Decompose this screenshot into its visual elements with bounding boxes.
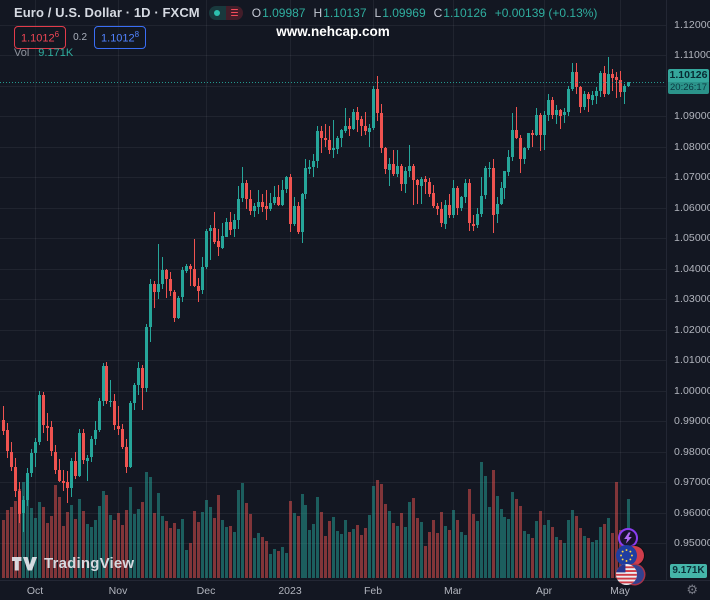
price-axis-label: 1.03000	[674, 293, 710, 305]
price-axis-label: 0.95000	[674, 537, 710, 549]
time-axis-label: 2023	[278, 585, 302, 597]
price-axis-label: 0.98000	[674, 446, 710, 458]
chart-legend: Euro / U.S. Dollar · 1D · FXCM O 1.09987 …	[14, 5, 597, 20]
price-axis-label: 1.07000	[674, 171, 710, 183]
tradingview-logo[interactable]: TradingView	[12, 555, 134, 572]
symbol-title[interactable]: Euro / U.S. Dollar · 1D · FXCM	[14, 5, 200, 20]
volume-label: Vol	[14, 47, 30, 59]
spread-value: 0.2	[73, 31, 88, 43]
market-status-toggle[interactable]	[208, 5, 243, 20]
price-axis-label: 1.11000	[674, 49, 710, 61]
eu-flag-icon	[616, 545, 637, 566]
market-open-dot-icon	[208, 5, 226, 20]
tradingview-mark-icon	[12, 556, 37, 570]
last-price-value: 1.10126	[668, 69, 709, 82]
price-axis-label: 1.08000	[674, 141, 710, 153]
time-axis-label: Feb	[363, 585, 383, 597]
close-value: 1.10126	[443, 5, 487, 20]
price-axis-label: 1.05000	[674, 232, 710, 244]
time-axis-label: Mar	[443, 585, 463, 597]
close-label: C	[433, 5, 443, 20]
price-axis-label: 0.99000	[674, 415, 710, 427]
price-axis-label: 0.97000	[674, 476, 710, 488]
time-axis-label: Oct	[26, 585, 44, 597]
price-axis-label: 1.00000	[674, 385, 710, 397]
watermark: www.nehcap.com	[276, 24, 390, 39]
price-axis-label: 1.12000	[674, 19, 710, 31]
open-value: 1.09987	[262, 5, 306, 20]
low-label: L	[374, 5, 382, 20]
price-axis-label: 1.06000	[674, 202, 710, 214]
price-axis-label: 1.02000	[674, 324, 710, 336]
eur-flag-button[interactable]	[616, 545, 646, 566]
open-label: O	[251, 5, 262, 20]
bar-countdown: 20:26:17	[668, 82, 709, 94]
price-axis[interactable]: 1.10126 20:26:17 9.171K 1.12000 1.11000 1.…	[666, 0, 710, 580]
high-value: 1.10137	[323, 5, 367, 20]
menu-bars-icon	[225, 5, 243, 20]
ask-price-button[interactable]: 1.10128	[94, 26, 147, 49]
price-axis-label: 0.96000	[674, 507, 710, 519]
high-label: H	[313, 5, 323, 20]
bid-ask-row: 1.10126 0.2 1.10128	[14, 26, 147, 49]
time-axis-label: Dec	[196, 585, 216, 597]
usd-flag-button[interactable]	[616, 564, 646, 585]
settings-gear-icon[interactable]: ⚙	[686, 583, 698, 598]
price-axis-label: 1.09000	[674, 110, 710, 122]
change-value: +0.00139 (+0.13%)	[494, 5, 598, 20]
price-axis-label: 1.01000	[674, 354, 710, 366]
last-price-badge: 1.10126 20:26:17	[668, 69, 709, 94]
time-axis[interactable]: ⚙ Oct Nov Dec 2023 Feb Mar Apr May	[0, 580, 710, 600]
bid-price-button[interactable]: 1.10126	[14, 26, 67, 49]
time-axis-label: Apr	[535, 585, 553, 597]
us-flag-icon	[616, 564, 637, 585]
volume-legend: Vol 9.171K	[14, 47, 73, 59]
volume-value: 9.171K	[38, 47, 74, 59]
low-value: 1.09969	[382, 5, 426, 20]
volume-axis-badge: 9.171K	[670, 564, 707, 578]
candlestick-chart[interactable]	[0, 0, 666, 580]
time-axis-label: Nov	[108, 585, 128, 597]
lightning-icon	[624, 532, 632, 544]
time-axis-label: May	[610, 585, 630, 597]
price-axis-label: 1.04000	[674, 263, 710, 275]
ohlc-values: O 1.09987 H 1.10137 L 1.09969 C 1.10126 +0.0…	[252, 6, 598, 20]
